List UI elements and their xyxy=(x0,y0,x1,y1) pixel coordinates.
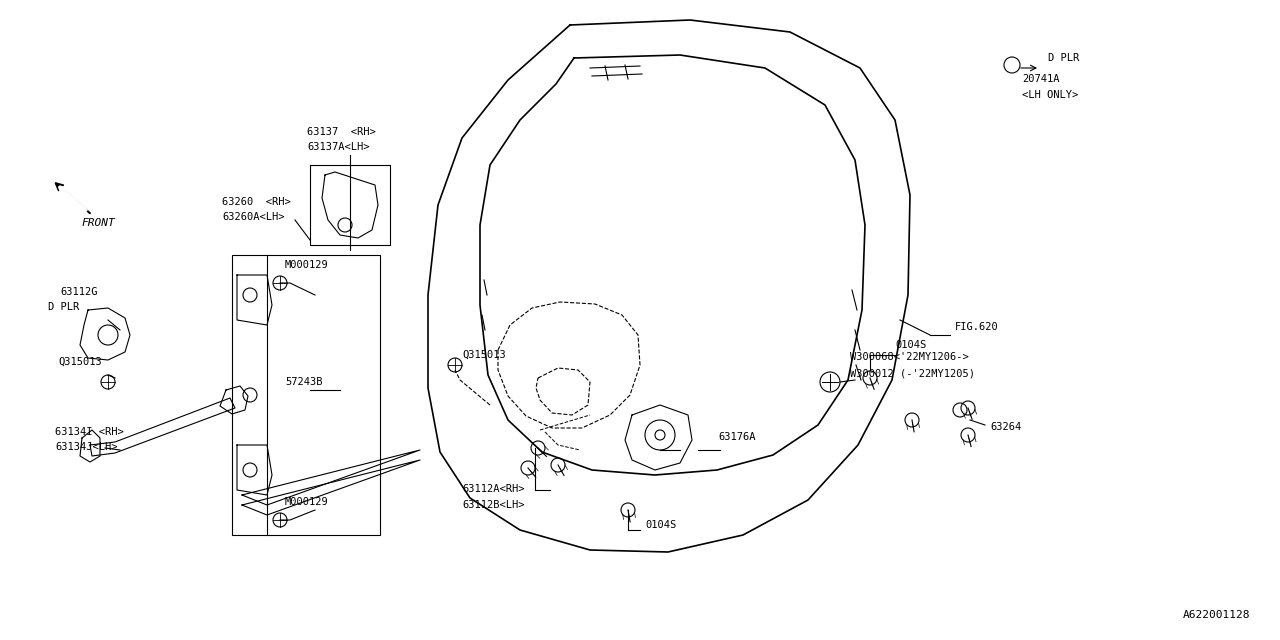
Text: D PLR: D PLR xyxy=(49,302,79,312)
Text: A622001128: A622001128 xyxy=(1183,610,1251,620)
Text: 0104S: 0104S xyxy=(645,520,676,530)
Text: 63137  <RH>: 63137 <RH> xyxy=(307,127,376,137)
Text: 63264: 63264 xyxy=(989,422,1021,432)
Text: Q315013: Q315013 xyxy=(58,357,101,367)
Text: 63134J<LH>: 63134J<LH> xyxy=(55,442,118,452)
Bar xyxy=(232,255,380,535)
Text: 57243B: 57243B xyxy=(285,377,323,387)
Text: D PLR: D PLR xyxy=(1048,53,1079,63)
Text: 63112G: 63112G xyxy=(60,287,97,297)
Text: W300012 (-'22MY1205): W300012 (-'22MY1205) xyxy=(850,368,975,378)
Text: M000129: M000129 xyxy=(285,497,329,507)
Text: M000129: M000129 xyxy=(285,260,329,270)
Text: W300068<'22MY1206->: W300068<'22MY1206-> xyxy=(850,352,969,362)
Text: 63134I <RH>: 63134I <RH> xyxy=(55,427,124,437)
Text: 63112B<LH>: 63112B<LH> xyxy=(462,500,525,510)
Text: 63260  <RH>: 63260 <RH> xyxy=(221,197,291,207)
Text: 63112A<RH>: 63112A<RH> xyxy=(462,484,525,494)
Text: FIG.620: FIG.620 xyxy=(955,322,998,332)
Text: 63260A<LH>: 63260A<LH> xyxy=(221,212,284,222)
Text: 20741A: 20741A xyxy=(1021,74,1060,84)
Text: 0104S: 0104S xyxy=(895,340,927,350)
Text: Q315013: Q315013 xyxy=(462,350,506,360)
Text: FRONT: FRONT xyxy=(82,218,115,228)
Text: 63137A<LH>: 63137A<LH> xyxy=(307,142,370,152)
Text: 63176A: 63176A xyxy=(718,432,755,442)
Text: <LH ONLY>: <LH ONLY> xyxy=(1021,90,1078,100)
